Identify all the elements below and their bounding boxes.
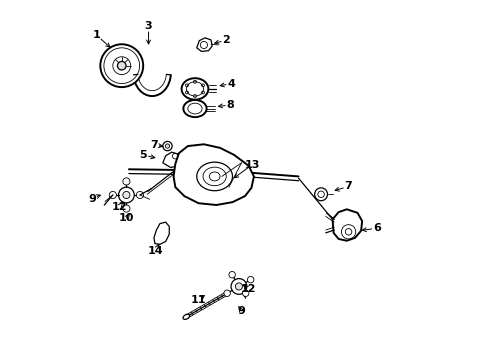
Circle shape	[136, 192, 144, 199]
Circle shape	[315, 188, 327, 201]
Ellipse shape	[183, 100, 207, 117]
Text: 14: 14	[148, 247, 164, 256]
Text: 12: 12	[241, 284, 256, 294]
Ellipse shape	[197, 162, 232, 191]
Circle shape	[235, 283, 243, 290]
Circle shape	[100, 44, 143, 87]
Circle shape	[224, 290, 230, 296]
Circle shape	[243, 290, 249, 297]
Circle shape	[231, 279, 247, 294]
Text: 6: 6	[373, 223, 381, 233]
Circle shape	[247, 276, 254, 283]
Ellipse shape	[182, 78, 208, 100]
Text: 9: 9	[238, 306, 245, 316]
Circle shape	[123, 192, 130, 199]
Polygon shape	[163, 152, 182, 167]
Circle shape	[229, 271, 235, 278]
Circle shape	[123, 178, 130, 185]
Polygon shape	[154, 222, 169, 244]
Text: 7: 7	[345, 181, 352, 192]
Polygon shape	[197, 38, 212, 51]
Circle shape	[318, 191, 324, 198]
Text: 1: 1	[93, 30, 100, 40]
Circle shape	[109, 192, 117, 199]
Text: 12: 12	[112, 202, 127, 212]
Text: 9: 9	[88, 194, 96, 203]
Text: 5: 5	[139, 150, 147, 160]
Circle shape	[123, 205, 130, 212]
Circle shape	[165, 144, 170, 148]
Circle shape	[163, 141, 172, 151]
Circle shape	[119, 187, 134, 203]
Circle shape	[118, 62, 126, 70]
Text: 11: 11	[191, 295, 206, 305]
Text: 4: 4	[227, 78, 235, 89]
Text: 2: 2	[222, 35, 230, 45]
Polygon shape	[333, 209, 362, 241]
Polygon shape	[173, 144, 254, 205]
Text: 13: 13	[245, 159, 260, 170]
Text: 8: 8	[227, 100, 235, 110]
Text: 3: 3	[145, 21, 152, 31]
Ellipse shape	[183, 314, 190, 319]
Ellipse shape	[209, 172, 220, 181]
Text: 7: 7	[150, 140, 158, 150]
Text: 10: 10	[119, 213, 134, 223]
